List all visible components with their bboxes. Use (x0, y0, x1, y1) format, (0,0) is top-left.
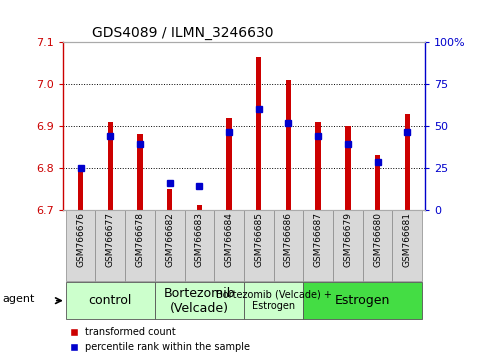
FancyBboxPatch shape (333, 210, 363, 281)
Bar (78, 168, 83, 210)
Bar (286, 80, 291, 210)
Text: GSM766679: GSM766679 (343, 212, 352, 267)
FancyBboxPatch shape (273, 210, 303, 281)
Text: GSM766681: GSM766681 (403, 212, 412, 267)
Bar (256, 57, 261, 210)
FancyBboxPatch shape (96, 210, 125, 281)
FancyBboxPatch shape (66, 282, 155, 319)
FancyBboxPatch shape (155, 282, 244, 319)
Text: GSM766684: GSM766684 (225, 212, 234, 267)
FancyBboxPatch shape (66, 210, 96, 281)
FancyBboxPatch shape (214, 210, 244, 281)
Bar (315, 122, 321, 210)
FancyBboxPatch shape (303, 282, 422, 319)
Text: agent: agent (2, 294, 35, 304)
Text: Estrogen: Estrogen (335, 294, 390, 307)
FancyBboxPatch shape (125, 210, 155, 281)
FancyBboxPatch shape (244, 282, 303, 319)
FancyBboxPatch shape (303, 210, 333, 281)
Text: GSM766676: GSM766676 (76, 212, 85, 267)
Text: GSM766680: GSM766680 (373, 212, 382, 267)
FancyBboxPatch shape (244, 210, 273, 281)
Text: GSM766683: GSM766683 (195, 212, 204, 267)
Text: Bortezomib
(Velcade): Bortezomib (Velcade) (164, 287, 235, 315)
FancyBboxPatch shape (363, 210, 392, 281)
Text: Bortezomib (Velcade) +
Estrogen: Bortezomib (Velcade) + Estrogen (216, 290, 331, 312)
Bar (167, 189, 172, 210)
Bar (108, 122, 113, 210)
Text: GSM766677: GSM766677 (106, 212, 115, 267)
FancyBboxPatch shape (392, 210, 422, 281)
Text: GSM766685: GSM766685 (254, 212, 263, 267)
Text: control: control (88, 294, 132, 307)
Legend: transformed count, percentile rank within the sample: transformed count, percentile rank withi… (68, 324, 254, 354)
Bar (227, 118, 232, 210)
FancyBboxPatch shape (155, 210, 185, 281)
Bar (197, 205, 202, 210)
Text: GSM766686: GSM766686 (284, 212, 293, 267)
Bar (137, 135, 142, 210)
FancyBboxPatch shape (185, 210, 214, 281)
Text: GSM766678: GSM766678 (136, 212, 144, 267)
Text: GSM766682: GSM766682 (165, 212, 174, 267)
Bar (345, 126, 351, 210)
Bar (375, 155, 380, 210)
Text: GSM766687: GSM766687 (313, 212, 323, 267)
Bar (405, 114, 410, 210)
Text: GDS4089 / ILMN_3246630: GDS4089 / ILMN_3246630 (92, 26, 273, 40)
